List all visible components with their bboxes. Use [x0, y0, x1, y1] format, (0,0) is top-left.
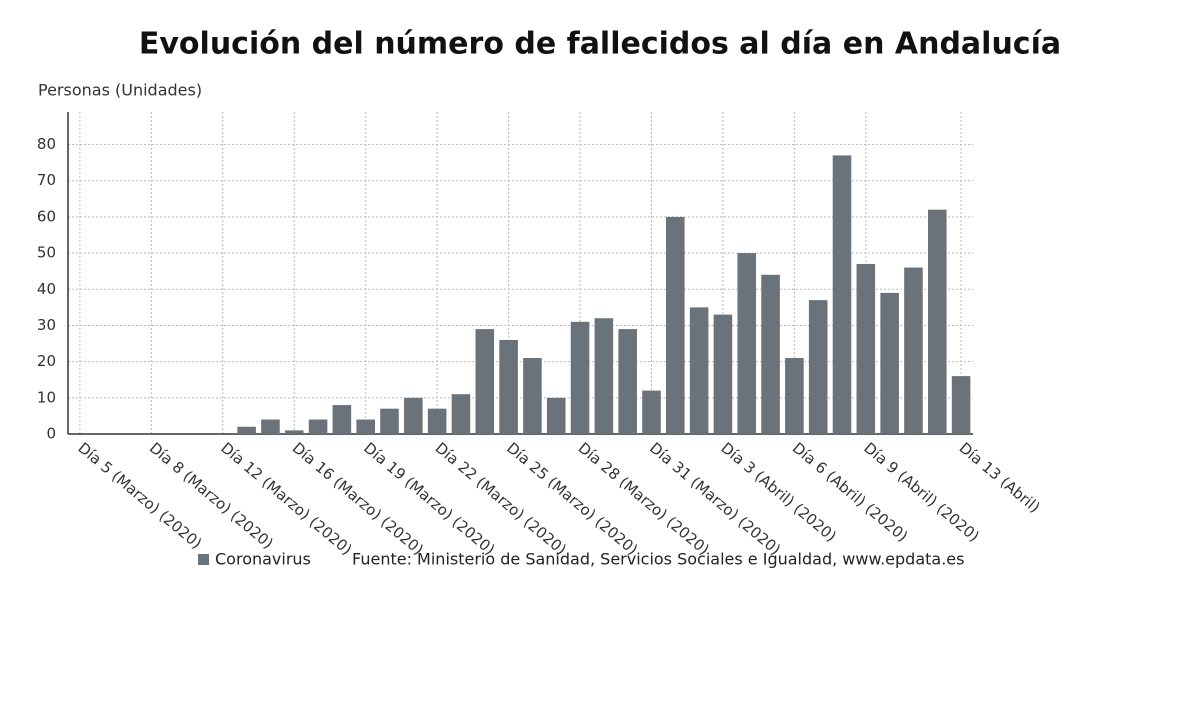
bar: [451, 394, 471, 434]
chart-title: Evolución del número de fallecidos al dí…: [139, 27, 1061, 62]
bar: [523, 358, 542, 434]
y-tick-label: 50: [37, 244, 56, 262]
bar: [356, 419, 375, 434]
x-tick-label: Día 8 (Marzo) (2020): [146, 439, 277, 553]
bar: [856, 263, 876, 434]
bar: [832, 155, 852, 435]
y-tick-label: 10: [37, 388, 56, 406]
bar: [594, 318, 614, 434]
bar: [332, 405, 352, 434]
y-tick-label: 70: [37, 171, 56, 189]
bar: [380, 408, 399, 434]
bar: [284, 430, 304, 434]
x-tick-label: Día 19 (Marzo) (2020): [360, 439, 498, 559]
bar: [546, 397, 566, 434]
legend-label: Coronavirus: [215, 550, 311, 569]
x-tick-label: Día 22 (Marzo) (2020): [432, 439, 570, 559]
x-tick-label: Día 6 (Abril) (2020): [789, 439, 911, 546]
x-tick-label: Día 3 (Abril) (2020): [717, 439, 839, 546]
bar: [427, 408, 447, 434]
bar: [904, 267, 923, 434]
bar: [237, 426, 256, 434]
y-axis-label: Personas (Unidades): [38, 81, 202, 100]
x-tick-label: Día 16 (Marzo) (2020): [289, 439, 427, 559]
bar: [785, 358, 804, 434]
y-tick-label: 0: [46, 425, 56, 443]
bar: [761, 274, 780, 434]
bar: [404, 397, 423, 434]
x-tick-label: Día 12 (Marzo) (2020): [217, 439, 355, 559]
bar: [689, 307, 709, 434]
bar: [618, 329, 637, 434]
x-tick-label: Día 13 (Abril): [956, 439, 1044, 517]
bar: [308, 419, 328, 434]
bar: [808, 300, 828, 434]
bar: [737, 253, 757, 434]
x-tick-label: Día 5 (Marzo) (2020): [74, 439, 205, 553]
bar: [927, 209, 947, 434]
y-tick-label: 80: [37, 135, 56, 153]
bar: [475, 329, 495, 434]
bar: [499, 339, 518, 434]
x-tick-label: Día 31 (Marzo) (2020): [646, 439, 784, 559]
bar: [666, 216, 685, 434]
x-tick-label: Día 25 (Marzo) (2020): [503, 439, 641, 559]
y-tick-label: 40: [37, 280, 56, 298]
bar: [570, 321, 590, 434]
source: Fuente: Ministerio de Sanidad, Servicios…: [352, 550, 964, 569]
y-tick-label: 20: [37, 352, 56, 370]
bar: [951, 376, 971, 434]
bar: [880, 292, 899, 434]
legend-swatch: [198, 554, 209, 565]
y-tick-label: 60: [37, 207, 56, 225]
bar: [642, 390, 661, 434]
x-tick-label: Día 28 (Marzo) (2020): [575, 439, 713, 559]
bar: [713, 314, 733, 434]
bar: [261, 419, 280, 434]
y-tick-label: 30: [37, 316, 56, 334]
